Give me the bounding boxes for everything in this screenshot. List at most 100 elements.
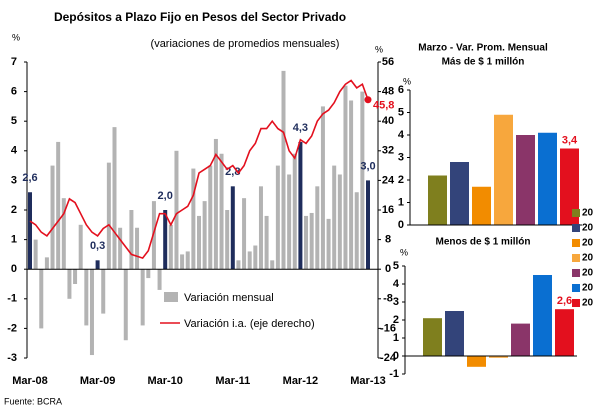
legend-swatch [164, 292, 178, 302]
bar [157, 269, 162, 290]
bar [197, 215, 201, 270]
y-tick-label: 6 [398, 84, 404, 96]
bar [343, 85, 348, 270]
legend-swatch [572, 254, 580, 262]
bar [242, 198, 247, 270]
x-tick-label: Mar-12 [283, 375, 318, 387]
y-tick-label: 7 [11, 56, 17, 68]
bar [89, 269, 94, 356]
legend-label: 2008 [582, 223, 593, 234]
y2-tick-label: 48 [382, 86, 394, 98]
bar [253, 245, 258, 270]
y-tick-label: 4 [393, 278, 400, 290]
line [29, 79, 369, 260]
bar [168, 224, 173, 270]
y-tick-label: -2 [7, 322, 17, 334]
bar-value-label: 4,3 [293, 122, 308, 134]
bar [135, 227, 140, 270]
legend-label: 2007 [582, 208, 593, 219]
chart-title: Depósitos a Plazo Fijo en Pesos del Sect… [54, 10, 346, 24]
y-tick-label: 1 [398, 196, 404, 208]
legend-swatch [572, 209, 580, 217]
bar [304, 215, 309, 270]
y2-tick-label: 24 [382, 174, 395, 186]
y-tick-label: -3 [7, 352, 17, 364]
y-tick-label: 3 [393, 296, 399, 308]
bar [450, 162, 469, 225]
bar [202, 201, 207, 270]
bar-value-label: 3,0 [360, 160, 375, 172]
bar [366, 180, 370, 270]
bar [315, 186, 320, 270]
bar [264, 215, 269, 270]
y-axis-label: % [12, 32, 20, 42]
y-tick-label: 3 [11, 174, 17, 186]
bar [78, 224, 83, 270]
y2-tick-label: 56 [382, 56, 394, 68]
bar [180, 254, 185, 270]
y-tick-label: 4 [11, 145, 18, 157]
y-tick-label: 1 [11, 234, 17, 246]
bar [247, 251, 252, 270]
bar [84, 269, 89, 326]
chart-title: Marzo - Var. Prom. Mensual [418, 43, 548, 54]
bar [225, 210, 230, 270]
x-tick-label: Mar-09 [80, 375, 115, 387]
bar [270, 260, 275, 270]
bar [185, 251, 190, 270]
bar [208, 165, 213, 270]
bar [445, 311, 464, 356]
bar [489, 356, 508, 358]
bar [219, 153, 224, 270]
bar-value-label: 0,3 [90, 240, 105, 252]
bar [354, 192, 359, 270]
bar [560, 148, 579, 225]
y-tick-label: 2 [11, 204, 17, 216]
bar [129, 210, 134, 270]
bar [258, 186, 263, 270]
y-axis-label: % [400, 247, 408, 257]
bar [494, 114, 513, 225]
x-tick-label: Mar-08 [12, 375, 47, 387]
bar [360, 91, 365, 270]
bar [320, 106, 325, 270]
y-tick-label: 5 [398, 106, 404, 118]
chart-subtitle: (variaciones de promedios mensuales) [151, 38, 340, 50]
y-tick-label: -1 [7, 293, 17, 305]
y-tick-label: 5 [393, 260, 399, 272]
bar [95, 260, 100, 270]
bar [146, 269, 151, 279]
bar [516, 135, 535, 225]
bar [337, 174, 342, 270]
bar [281, 70, 286, 270]
bar [472, 186, 491, 225]
bar [33, 239, 38, 270]
bar [511, 323, 530, 356]
bar [28, 192, 32, 270]
line-value-label: 45,8 [373, 100, 394, 112]
y-tick-label: 2 [398, 174, 404, 186]
legend-label: 2013 [582, 298, 593, 309]
legend-swatch [572, 299, 580, 307]
bar [275, 165, 280, 270]
bar-value-label: 3,4 [562, 134, 578, 146]
bar [112, 127, 117, 270]
line-point [364, 96, 372, 104]
y2-tick-label: -16 [380, 322, 396, 334]
y2-tick-label: -8 [383, 293, 393, 305]
y2-tick-label: -24 [380, 352, 397, 364]
y2-axis-label: % [375, 44, 383, 54]
bar [236, 260, 241, 270]
y-tick-label: -1 [389, 368, 399, 380]
legend-swatch [572, 269, 580, 277]
chart-subtitle: Más de $ 1 millón [442, 57, 525, 68]
bar [151, 201, 156, 270]
y2-tick-label: 0 [385, 263, 391, 275]
bar [292, 153, 297, 270]
bar [230, 186, 235, 270]
legend-label: 2010 [582, 253, 593, 264]
bar [538, 132, 557, 225]
bar [44, 257, 49, 270]
y-axis-label: % [403, 76, 411, 86]
